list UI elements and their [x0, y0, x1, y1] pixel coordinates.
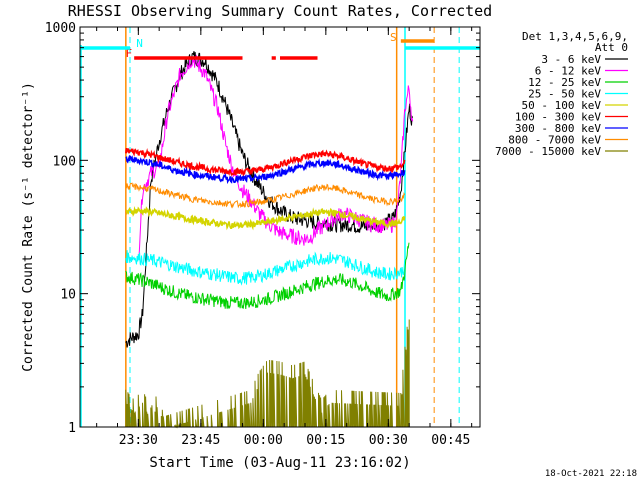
legend-label-3: 12 - 25 keV: [528, 76, 601, 89]
x-tick-label: 00:15: [306, 433, 345, 448]
y-tick-label: 10: [60, 288, 76, 303]
x-tick-label: 23:45: [181, 433, 220, 448]
series-line-4: [125, 250, 406, 286]
x-tick-label: 23:30: [119, 433, 158, 448]
legend-header-detectors: Det 1,3,4,5,6,9,: [522, 30, 628, 43]
series-line-5: [125, 206, 406, 231]
legend-header-attenuator: Att 0: [595, 41, 628, 54]
y-axis-label: Corrected Count Rate (s⁻¹ detector⁻¹): [21, 82, 36, 372]
x-tick-label: 00:00: [244, 433, 283, 448]
legend-label-4: 25 - 50 keV: [528, 88, 601, 101]
series-line-6: [125, 147, 406, 178]
series-line-2: [138, 54, 414, 258]
series-line-3: [125, 242, 410, 310]
flag-label-s: S: [390, 31, 397, 44]
legend-label-1: 3 - 6 keV: [541, 53, 601, 66]
y-tick-label: 100: [53, 154, 76, 169]
legend-label-6: 100 - 300 keV: [515, 111, 601, 124]
footer-timestamp: 18-Oct-2021 22:18: [545, 469, 637, 479]
y-tick-label: 1000: [45, 21, 76, 36]
legend-label-8: 800 - 7000 keV: [508, 134, 601, 147]
x-tick-label: 00:30: [369, 433, 408, 448]
x-tick-label: 00:45: [431, 433, 470, 448]
series-line-7: [125, 154, 406, 185]
legend-label-2: 6 - 12 keV: [535, 65, 602, 78]
flag-bars: FN S: [80, 31, 480, 60]
flag-label-f: F: [126, 47, 133, 60]
series-line-1: [125, 50, 414, 348]
chart-title: RHESSI Observing Summary Count Rates, Co…: [68, 2, 492, 20]
x-axis-label: Start Time (03-Aug-11 23:16:02): [149, 455, 410, 471]
y-tick-label: 1: [68, 421, 76, 436]
plot-frame: [79, 26, 481, 428]
legend-label-7: 300 - 800 keV: [515, 122, 601, 135]
flag-label-n: N: [136, 37, 143, 50]
series-line-8: [125, 182, 406, 209]
axes: 1 10 100 1000 23:30 23:45 00:00 00:15 00:30 00:45: [45, 21, 480, 448]
legend-label-9: 7000 - 15000 keV: [495, 145, 601, 158]
legend-label-5: 50 - 100 keV: [522, 99, 602, 112]
